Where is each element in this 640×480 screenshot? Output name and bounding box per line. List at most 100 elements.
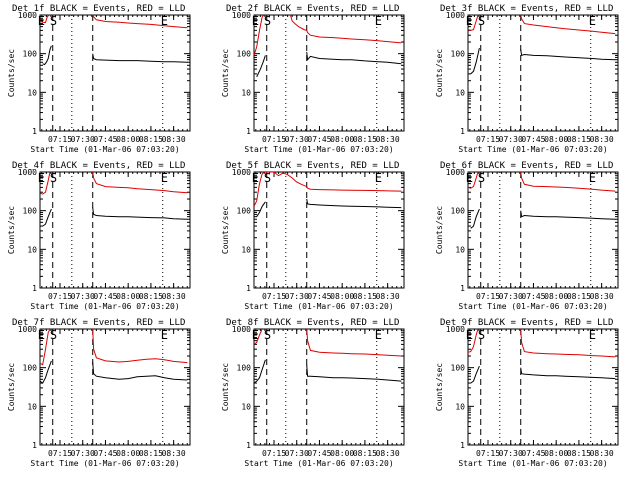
y-tick-label: 100 bbox=[23, 50, 38, 59]
interval-marker: S bbox=[50, 328, 57, 342]
y-tick-label: 100 bbox=[237, 364, 252, 373]
y-tick-label: 1000 bbox=[232, 168, 251, 177]
x-tick-label: 08:00 bbox=[544, 135, 568, 144]
series-line-lld bbox=[289, 15, 402, 44]
x-tick-label: 08:30 bbox=[376, 449, 400, 458]
y-tick-label: 100 bbox=[23, 364, 38, 373]
chart-panel-4: Det_4f BLACK = Events, RED = LLD 1 10 100 10… bbox=[7, 161, 191, 311]
x-tick-label: 07:15 bbox=[48, 449, 72, 458]
series-line-lld bbox=[520, 329, 616, 358]
x-tick-label: 07:30 bbox=[499, 135, 523, 144]
y-tick-label: 1000 bbox=[232, 325, 251, 334]
chart-panel-9: Det_9f BLACK = Events, RED = LLD 1 10 100 10… bbox=[435, 318, 619, 468]
series-line-lld bbox=[92, 15, 188, 29]
x-tick-label: 08:30 bbox=[162, 449, 186, 458]
series-line-events bbox=[42, 208, 52, 227]
y-axis-label: Counts/sec bbox=[435, 49, 444, 97]
x-tick-label: 08:15 bbox=[353, 135, 377, 144]
series-line-events bbox=[470, 208, 480, 229]
series-line-lld bbox=[254, 15, 265, 56]
x-tick-label: 07:15 bbox=[476, 449, 500, 458]
y-tick-label: 10 bbox=[455, 88, 465, 97]
x-tick-label: 08:30 bbox=[376, 292, 400, 301]
x-axis-label: Start Time (01-Mar-06 07:03:20) bbox=[458, 459, 607, 468]
y-tick-label: 10 bbox=[27, 88, 37, 97]
series-line-events bbox=[40, 360, 52, 384]
x-tick-label: 07:30 bbox=[499, 449, 523, 458]
series-line-events bbox=[254, 359, 266, 384]
interval-marker: E bbox=[466, 14, 473, 28]
y-tick-label: 1000 bbox=[232, 11, 251, 20]
x-axis-label: Start Time (01-Mar-06 07:03:20) bbox=[30, 302, 179, 311]
x-tick-label: 08:30 bbox=[590, 449, 614, 458]
interval-marker: E bbox=[38, 171, 45, 185]
series-line-events bbox=[256, 201, 266, 217]
x-tick-label: 08:00 bbox=[116, 135, 140, 144]
series-group bbox=[254, 172, 402, 217]
interval-marker: S bbox=[264, 328, 271, 342]
series-line-events bbox=[470, 365, 480, 384]
x-tick-label: 07:30 bbox=[71, 292, 95, 301]
y-tick-label: 1 bbox=[460, 441, 465, 450]
x-tick-label: 08:15 bbox=[567, 135, 591, 144]
x-tick-label: 08:15 bbox=[139, 449, 163, 458]
x-tick-label: 07:30 bbox=[285, 292, 309, 301]
x-tick-label: 08:30 bbox=[162, 292, 186, 301]
x-tick-label: 08:15 bbox=[139, 135, 163, 144]
series-line-events bbox=[520, 210, 616, 220]
series-line-lld bbox=[468, 15, 479, 31]
x-tick-label: 08:00 bbox=[330, 292, 354, 301]
series-line-lld bbox=[254, 172, 402, 207]
series-group bbox=[468, 172, 616, 229]
series-line-events bbox=[92, 207, 188, 220]
x-tick-label: 08:30 bbox=[590, 135, 614, 144]
y-axis-label: Counts/sec bbox=[435, 206, 444, 254]
interval-marker: E bbox=[466, 328, 473, 342]
x-tick-label: 07:15 bbox=[262, 135, 286, 144]
series-line-events bbox=[92, 53, 188, 63]
interval-marker: E bbox=[375, 171, 382, 185]
y-tick-label: 10 bbox=[27, 245, 37, 254]
x-tick-label: 07:30 bbox=[71, 135, 95, 144]
series-line-lld bbox=[520, 172, 616, 192]
x-tick-label: 07:45 bbox=[521, 449, 545, 458]
series-line-events bbox=[306, 198, 402, 209]
y-tick-label: 1 bbox=[32, 127, 37, 136]
plot-frame bbox=[467, 14, 619, 132]
series-group bbox=[40, 15, 188, 66]
x-tick-label: 08:30 bbox=[590, 292, 614, 301]
x-tick-label: 08:15 bbox=[353, 449, 377, 458]
interval-marker: E bbox=[38, 14, 45, 28]
chart-panel-8: Det_8f BLACK = Events, RED = LLD 1 10 100 10… bbox=[221, 318, 405, 468]
y-tick-label: 100 bbox=[237, 207, 252, 216]
interval-marker: E bbox=[252, 171, 259, 185]
chart-panel-2: Det_2f BLACK = Events, RED = LLD 1 10 100 10… bbox=[221, 4, 405, 154]
series-line-events bbox=[256, 55, 266, 78]
y-tick-label: 10 bbox=[241, 402, 251, 411]
interval-marker: S bbox=[264, 14, 271, 28]
series-group bbox=[254, 15, 402, 78]
series-line-lld bbox=[40, 15, 50, 24]
y-axis-label: Counts/sec bbox=[221, 363, 230, 411]
y-tick-label: 1000 bbox=[446, 11, 465, 20]
y-tick-label: 100 bbox=[23, 207, 38, 216]
y-tick-label: 1000 bbox=[446, 168, 465, 177]
series-group bbox=[40, 172, 188, 227]
series-group bbox=[40, 329, 188, 384]
y-tick-label: 100 bbox=[451, 207, 466, 216]
interval-marker: E bbox=[589, 171, 596, 185]
series-line-events bbox=[42, 45, 52, 66]
interval-marker: S bbox=[478, 14, 485, 28]
x-tick-label: 07:45 bbox=[307, 135, 331, 144]
plot-frame bbox=[39, 328, 191, 446]
y-tick-label: 1 bbox=[460, 284, 465, 293]
x-tick-label: 08:00 bbox=[116, 449, 140, 458]
y-axis-label: Counts/sec bbox=[7, 49, 16, 97]
x-axis-label: Start Time (01-Mar-06 07:03:20) bbox=[458, 302, 607, 311]
x-tick-label: 07:30 bbox=[499, 292, 523, 301]
x-axis-label: Start Time (01-Mar-06 07:03:20) bbox=[458, 145, 607, 154]
interval-marker: E bbox=[161, 328, 168, 342]
x-tick-label: 07:30 bbox=[71, 449, 95, 458]
y-tick-label: 100 bbox=[451, 364, 466, 373]
series-group bbox=[468, 329, 616, 384]
